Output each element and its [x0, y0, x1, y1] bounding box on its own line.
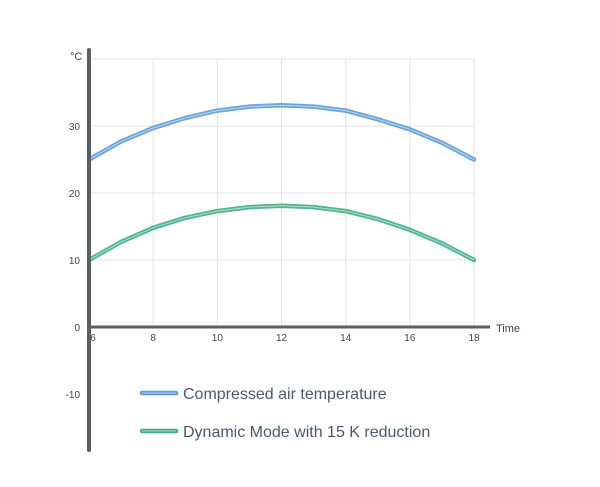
grid [89, 58, 475, 327]
x-tick-label: 14 [340, 333, 352, 344]
x-tick-label: 12 [276, 333, 288, 344]
y-tick-label: 20 [69, 189, 81, 200]
x-tick-label: 18 [468, 333, 480, 344]
x-tick-label: 10 [212, 333, 224, 344]
x-tick-label: 6 [90, 333, 96, 344]
series-lines [86, 102, 477, 263]
x-tick-label: 8 [150, 333, 156, 344]
legend: Compressed air temperature Dynamic Mode w… [139, 386, 430, 441]
y-tick-label: 10 [69, 256, 81, 267]
series-line-compressed-air-temperature [88, 104, 475, 160]
y-tick-label: -10 [66, 390, 81, 401]
y-tick-labels: -10 0 10 20 30 [66, 122, 81, 401]
x-tick-labels: 6 8 10 12 14 16 18 [90, 333, 480, 344]
legend-label-dynamic-mode-with-15-k-reduction: Dynamic Mode with 15 K reduction [183, 424, 430, 441]
series-line-dynamic-mode-with-15-k-reduction [88, 205, 475, 261]
x-axis-title: Time [496, 323, 520, 335]
x-tick-label: 16 [404, 333, 416, 344]
y-axis-title: °C [70, 51, 82, 63]
y-tick-label: 30 [69, 122, 81, 133]
legend-label-compressed-air-temperature: Compressed air temperature [183, 386, 387, 403]
axes: °C Time [70, 48, 520, 452]
y-tick-label: 0 [74, 323, 80, 334]
